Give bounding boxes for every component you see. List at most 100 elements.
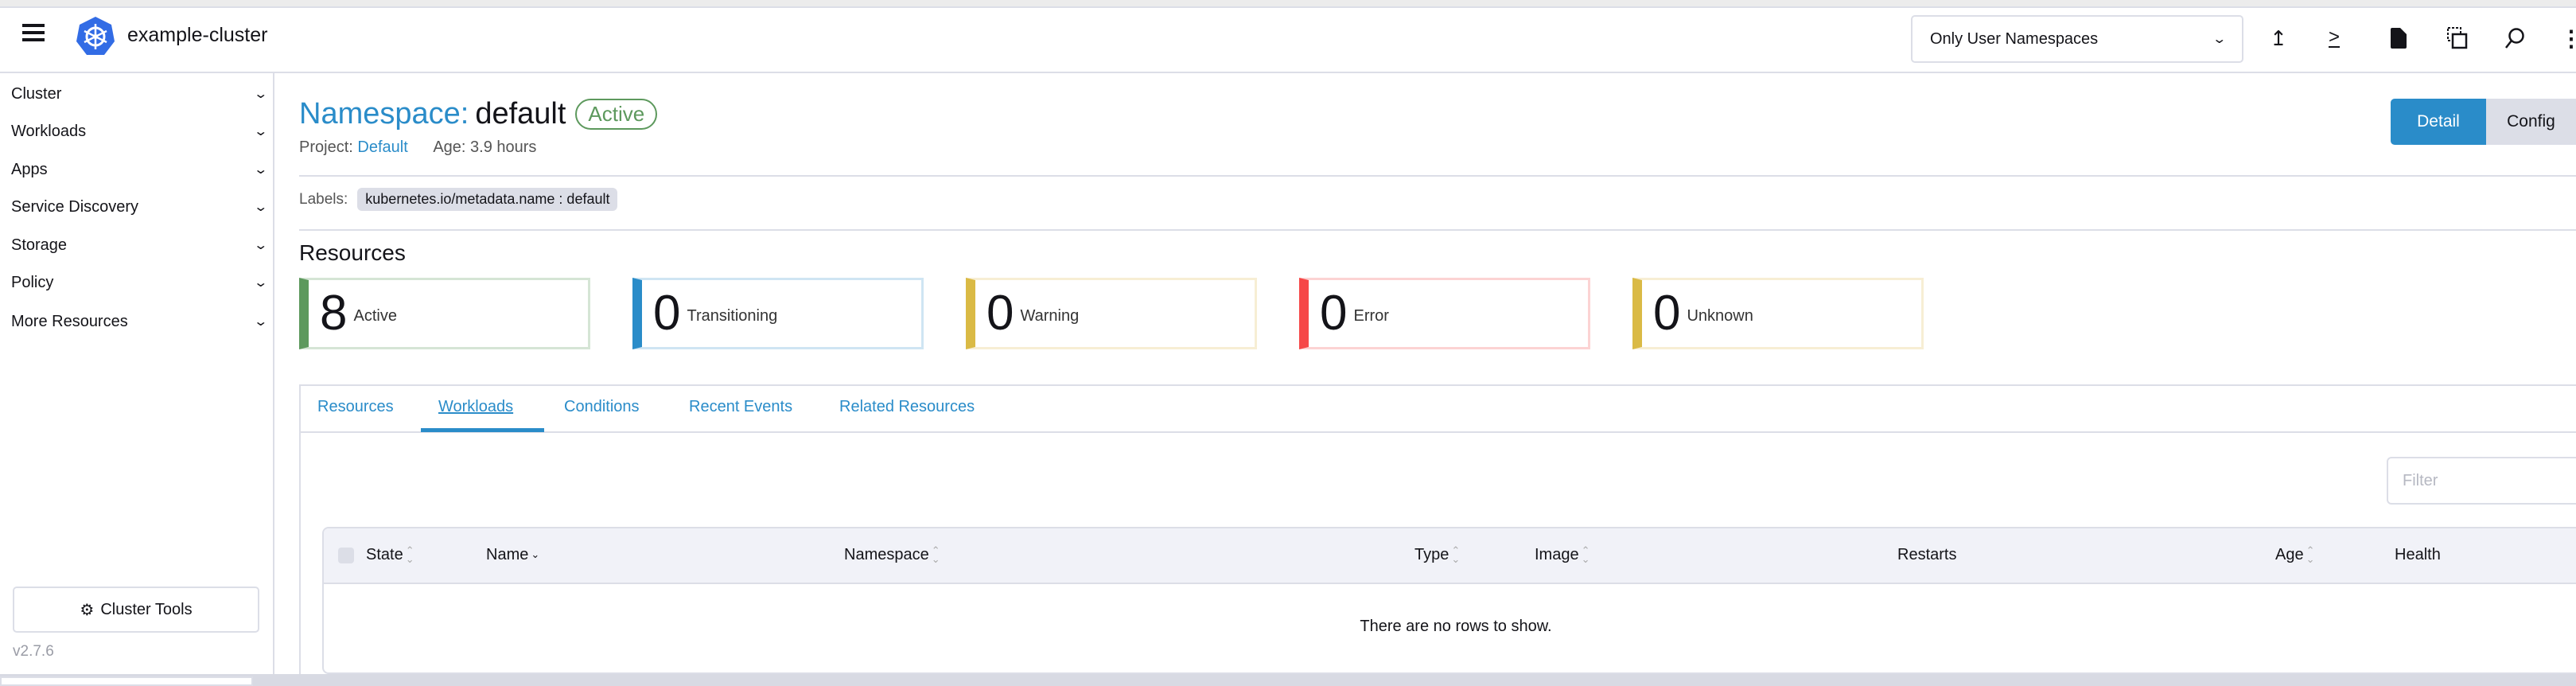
resource-card-unknown: 0 Unknown: [1632, 278, 1924, 349]
labels-label: Labels:: [299, 190, 348, 208]
top-header: [0, 8, 2576, 73]
hamburger-menu-icon[interactable]: [22, 24, 45, 41]
sidebar: [0, 73, 274, 674]
column-header-namespace[interactable]: Namespace ⌃ ⌄: [844, 544, 940, 565]
chevron-down-icon: ⌄: [252, 276, 268, 290]
terminal-icon[interactable]: >: [2328, 26, 2340, 49]
chevron-down-icon: ⌄: [252, 201, 268, 214]
tab-workloads[interactable]: Workloads: [438, 398, 514, 415]
column-header-restarts: Restarts: [1897, 546, 1956, 564]
label-chip: kubernetes.io/metadata.name : default: [357, 188, 618, 211]
upload-icon[interactable]: ↥: [2270, 25, 2287, 50]
column-label: Health: [2395, 546, 2441, 563]
tab-panel: [299, 384, 2576, 674]
page-title: Namespace: default Active: [299, 97, 658, 131]
column-header-health: Health: [2395, 546, 2441, 564]
cluster-tools-button[interactable]: ⚙ Cluster Tools: [13, 587, 259, 633]
column-label: Age: [2275, 546, 2304, 563]
bottom-panel-tab[interactable]: [0, 676, 253, 686]
sidebar-item-storage[interactable]: Storage ⌄: [11, 233, 268, 257]
card-label: Unknown: [1687, 306, 1753, 325]
card-count: 0: [1320, 286, 1348, 341]
project-link[interactable]: Default: [357, 138, 408, 156]
divider: [299, 229, 2576, 231]
card-label: Active: [353, 306, 397, 325]
sidebar-item-label: Cluster: [11, 84, 62, 103]
column-label: Restarts: [1897, 546, 1957, 563]
card-count: 0: [1653, 286, 1681, 341]
project-label: Project:: [299, 138, 353, 156]
copy-config-icon[interactable]: [2443, 24, 2472, 53]
card-label: Error: [1353, 306, 1389, 325]
title-prefix: Namespace:: [299, 97, 469, 131]
card-label: Warning: [1020, 306, 1080, 325]
search-icon[interactable]: [2500, 24, 2529, 53]
sort-icon: ⌃ ⌄: [931, 544, 940, 565]
sidebar-item-more-resources[interactable]: More Resources ⌄: [11, 310, 268, 333]
resource-card-warning: 0 Warning: [966, 278, 1257, 349]
tab-resources[interactable]: Resources: [317, 398, 394, 415]
chevron-down-icon: ⌄: [252, 239, 268, 252]
kubernetes-logo-icon: [76, 17, 115, 55]
sidebar-item-label: Workloads: [11, 122, 87, 140]
card-label: Transitioning: [687, 306, 778, 325]
select-all-checkbox[interactable]: [338, 548, 354, 563]
chevron-down-icon: ⌄: [252, 125, 268, 138]
more-vertical-icon[interactable]: ⋮: [2560, 25, 2576, 51]
card-count: 8: [320, 286, 348, 341]
namespace-meta: Project: Default Age: 3.9 hours: [299, 138, 536, 157]
namespace-name: default: [475, 97, 566, 131]
column-header-image[interactable]: Image ⌃ ⌄: [1535, 544, 1590, 565]
sidebar-item-label: Apps: [11, 160, 48, 178]
cluster-name: example-cluster: [127, 24, 268, 46]
browser-top-strip: [0, 0, 2576, 8]
sidebar-item-label: Storage: [11, 236, 68, 254]
sidebar-item-cluster[interactable]: Cluster ⌄: [11, 82, 268, 106]
sidebar-item-apps[interactable]: Apps ⌄: [11, 158, 268, 181]
gear-icon: ⚙: [80, 601, 95, 619]
config-button[interactable]: Config: [2486, 99, 2576, 145]
detail-button[interactable]: Detail: [2391, 99, 2486, 145]
tab-conditions[interactable]: Conditions: [564, 398, 640, 415]
sort-icon: ⌄: [531, 548, 540, 561]
sidebar-item-label: Policy: [11, 273, 54, 291]
column-label: Type: [1414, 546, 1449, 563]
chevron-down-icon: ⌄: [2211, 33, 2227, 46]
active-tab-indicator: [421, 428, 544, 432]
bottom-panel-bar[interactable]: [0, 674, 2576, 686]
file-icon[interactable]: [2384, 24, 2413, 53]
sidebar-item-label: More Resources: [11, 312, 128, 330]
column-header-type[interactable]: Type ⌃ ⌄: [1414, 544, 1461, 565]
sidebar-item-service-discovery[interactable]: Service Discovery ⌄: [11, 195, 268, 219]
tab-recent-events[interactable]: Recent Events: [689, 398, 793, 415]
sidebar-item-workloads[interactable]: Workloads ⌄: [11, 119, 268, 143]
column-label: State: [366, 546, 403, 563]
column-label: Name: [486, 546, 529, 563]
table-header: State ⌃ ⌄ Name ⌄ Namespace ⌃ ⌄ Type ⌃ ⌄ Image ⌃ ⌄…: [324, 528, 2576, 584]
sidebar-item-label: Service Discovery: [11, 197, 139, 216]
column-label: Namespace: [844, 546, 929, 563]
column-header-state[interactable]: State ⌃ ⌄: [366, 545, 414, 564]
chevron-down-icon: ⌄: [252, 88, 268, 101]
version-label: v2.7.6: [13, 643, 54, 660]
sort-icon: ⌃ ⌄: [1581, 544, 1590, 565]
divider: [299, 175, 2576, 177]
sort-icon: ⌃ ⌄: [1451, 544, 1461, 565]
age-text: Age: 3.9 hours: [433, 138, 537, 156]
column-header-age[interactable]: Age ⌃ ⌄: [2275, 544, 2315, 565]
chevron-down-icon: ⌄: [252, 163, 268, 177]
sidebar-item-policy[interactable]: Policy ⌄: [11, 271, 268, 294]
resource-card-error: 0 Error: [1299, 278, 1590, 349]
namespace-filter-select[interactable]: Only User Namespaces ⌄: [1911, 15, 2243, 63]
resources-heading: Resources: [299, 240, 406, 265]
empty-table-message: There are no rows to show.: [1360, 618, 1552, 635]
card-count: 0: [653, 286, 681, 341]
card-count: 0: [986, 286, 1014, 341]
filter-input[interactable]: [2387, 457, 2576, 505]
sort-icon: ⌃ ⌄: [2306, 544, 2315, 565]
status-badge: Active: [575, 99, 658, 130]
tab-related-resources[interactable]: Related Resources: [839, 398, 975, 415]
cluster-tools-label: Cluster Tools: [100, 600, 193, 618]
resource-card-active: 8 Active: [299, 278, 590, 349]
column-header-name[interactable]: Name ⌄: [486, 546, 539, 564]
